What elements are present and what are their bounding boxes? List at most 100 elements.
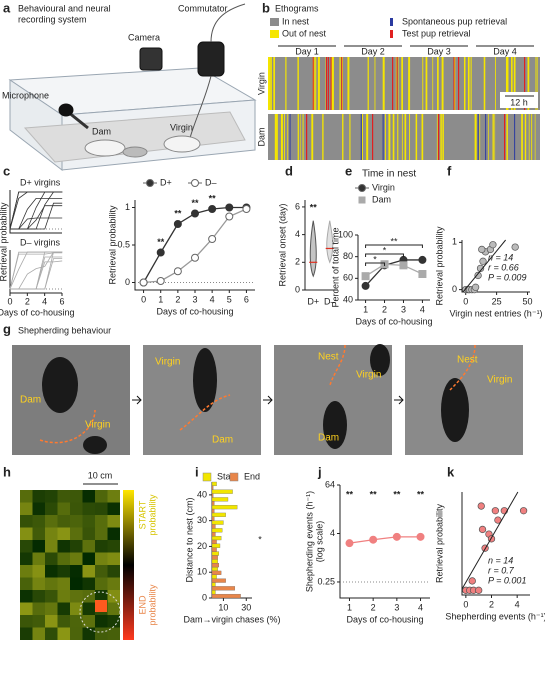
- legend-marker: [358, 184, 366, 192]
- ethogram-event: [317, 57, 320, 110]
- ethogram-event: [283, 114, 285, 160]
- marker: [399, 261, 408, 270]
- x-tick-label: 6: [244, 294, 249, 304]
- individual-trace: [10, 258, 63, 290]
- ethogram-event: [342, 114, 344, 160]
- point: [471, 283, 480, 291]
- panel-letter: d: [285, 163, 293, 178]
- ethogram-event: [397, 114, 399, 160]
- panel-letter: e: [345, 163, 352, 178]
- significance: *: [258, 534, 262, 544]
- colorbar-label: START: [137, 500, 147, 529]
- individual-trace: [10, 205, 63, 230]
- heatmap-cell: [70, 615, 83, 628]
- heatmap-cell: [32, 515, 45, 528]
- heatmap-cell: [32, 577, 45, 590]
- bar: [211, 539, 217, 545]
- scale-label: 10 cm: [88, 470, 113, 480]
- legend-swatch: [270, 18, 279, 26]
- individual-trace: [10, 256, 63, 290]
- heatmap-cell: [95, 502, 108, 515]
- ethogram-event: [536, 57, 538, 110]
- axis-label: Days of co-housing: [355, 316, 432, 326]
- heatmap-cell: [70, 577, 83, 590]
- marker: [361, 272, 370, 281]
- heatmap-cell: [45, 565, 58, 578]
- individual-trace: [10, 260, 63, 290]
- ethogram-event: [366, 114, 369, 160]
- frame-label: Dam: [212, 435, 233, 446]
- ethogram-event: [440, 114, 442, 160]
- stat-label: r = 0.66: [488, 262, 519, 272]
- ethogram-event: [521, 114, 523, 160]
- ethogram-event: [297, 114, 299, 160]
- x-tick-label: 3: [394, 602, 399, 612]
- significance: **: [174, 208, 182, 218]
- day-label: Day 1: [295, 46, 319, 56]
- bar: [211, 535, 222, 541]
- day-label: Day 4: [493, 46, 517, 56]
- ethogram-event: [322, 114, 324, 160]
- heatmap-cell: [57, 627, 70, 640]
- ethogram-event: [392, 57, 394, 110]
- ethogram-event: [401, 57, 403, 110]
- ethogram-event: [280, 114, 283, 160]
- bar: [211, 528, 223, 533]
- marker: [225, 203, 234, 212]
- colorbar-label: probability: [147, 494, 157, 536]
- marker: [416, 532, 425, 541]
- heatmap-cell: [20, 515, 33, 528]
- bar: [211, 493, 214, 498]
- label: Commutator: [178, 3, 228, 13]
- significance: **: [191, 198, 199, 208]
- heatmap-cell: [45, 502, 58, 515]
- heatmap-cell: [70, 552, 83, 565]
- stat-label: r = 0.7: [488, 565, 515, 575]
- x-tick-label: 0: [141, 294, 146, 304]
- panel-letter: f: [447, 163, 452, 178]
- marker: [173, 267, 182, 276]
- ethogram-event: [477, 114, 479, 160]
- ethogram-event: [382, 114, 384, 160]
- ethogram-event: [483, 57, 486, 110]
- heatmap-cell: [57, 565, 70, 578]
- ethogram-event: [289, 114, 291, 160]
- point: [475, 586, 483, 594]
- legend-swatch: [202, 472, 212, 482]
- x-tick-label: 4: [418, 602, 423, 612]
- ethogram-event: [395, 57, 397, 110]
- ethogram-event: [441, 57, 444, 110]
- heatmap-cell: [57, 515, 70, 528]
- bracket: [365, 244, 423, 248]
- individual-trace: [9, 191, 63, 230]
- ethogram-event: [438, 114, 440, 160]
- axis-label: (log scale): [314, 521, 324, 563]
- ethogram-event: [513, 57, 516, 110]
- bar: [211, 547, 217, 552]
- point: [478, 245, 486, 254]
- bar: [211, 481, 217, 487]
- y-tick-label: 4: [330, 528, 335, 538]
- ethogram-event: [385, 114, 386, 160]
- ethogram-event: [534, 114, 536, 160]
- heatmap-cell: [82, 615, 95, 628]
- point: [478, 525, 487, 534]
- heatmap-cell: [82, 602, 95, 615]
- ethogram-event: [458, 57, 460, 110]
- bar: [211, 501, 215, 506]
- heatmap-cell: [45, 490, 58, 503]
- significance: **: [393, 489, 401, 499]
- heatmap-cell: [57, 527, 70, 540]
- ethogram-event: [415, 114, 418, 160]
- point: [468, 577, 476, 585]
- x-tick-label: 1: [347, 602, 352, 612]
- marker: [392, 532, 401, 541]
- heatmap-cell: [32, 490, 45, 503]
- heatmap-cell: [107, 552, 120, 565]
- x-tick-label: 1: [363, 304, 368, 314]
- ethogram-event: [479, 114, 481, 160]
- point: [491, 507, 500, 515]
- ethogram-event: [327, 57, 329, 110]
- heatmap-cell: [57, 615, 70, 628]
